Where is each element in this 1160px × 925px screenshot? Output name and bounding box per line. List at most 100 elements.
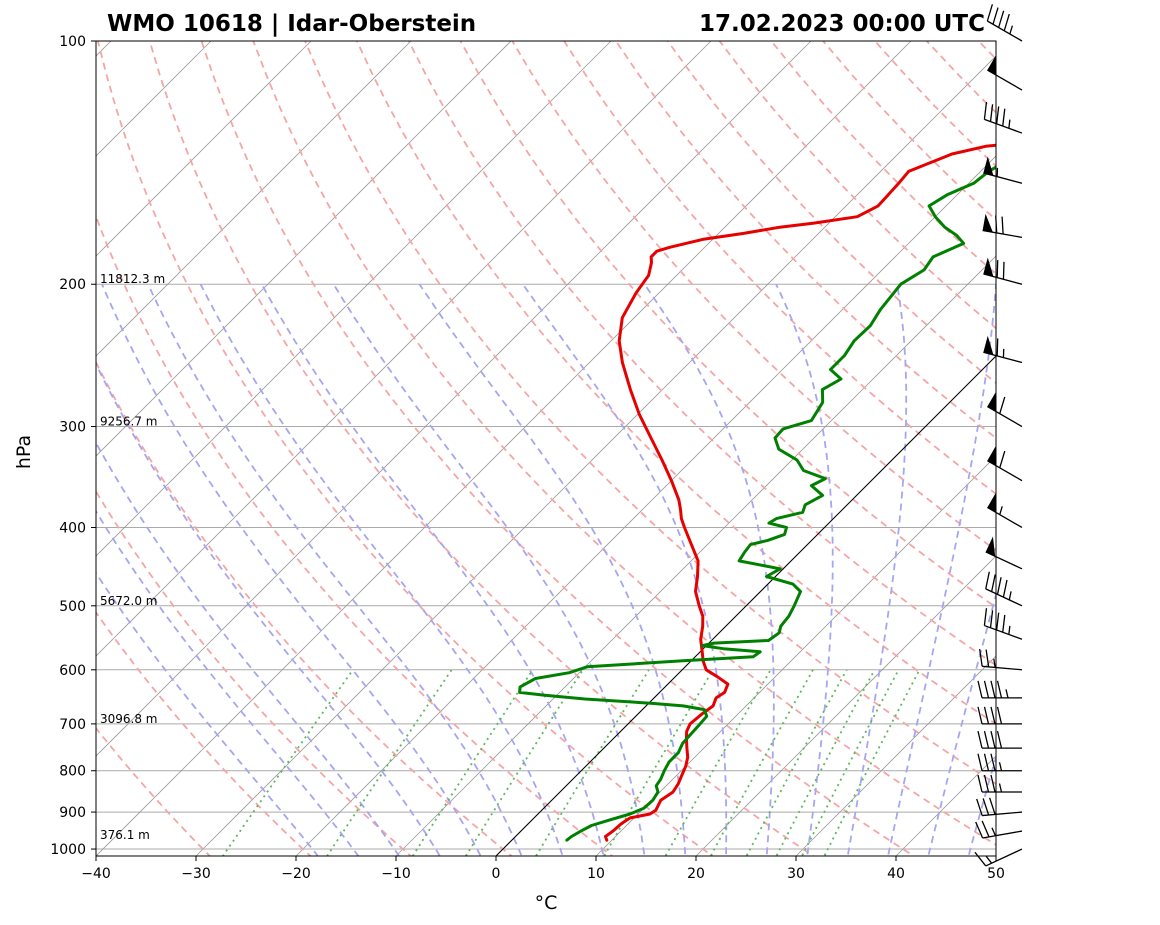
wind-barb-feather xyxy=(989,797,996,815)
wind-barb-feather xyxy=(977,730,983,749)
wind-barb xyxy=(987,391,1023,428)
wind-barb xyxy=(977,680,1022,699)
dry-adiabat-line xyxy=(96,214,614,856)
moist-adiabat-line xyxy=(96,362,441,856)
height-label: 5672.0 m xyxy=(100,594,158,608)
wind-barb-feather xyxy=(983,730,990,749)
zero-isotherm-line xyxy=(495,355,996,856)
wind-barb-feather xyxy=(1001,216,1004,235)
wind-barb-pennant xyxy=(983,257,994,277)
x-tick-label: 30 xyxy=(787,866,805,882)
wind-barb-half-feather xyxy=(1008,625,1011,635)
moist-adiabat-line xyxy=(260,283,605,856)
y-tick-label: 1000 xyxy=(50,842,86,858)
wind-barb-staff xyxy=(987,405,1023,428)
isotherm-line xyxy=(795,655,996,856)
wind-barb-half-feather xyxy=(1008,119,1011,129)
wind-barb-feather xyxy=(996,260,999,278)
wind-barb xyxy=(977,730,1022,749)
wind-barb-feather xyxy=(977,706,983,725)
x-tick-label: −10 xyxy=(381,866,411,882)
wind-barb xyxy=(987,492,1023,529)
isotherm-line xyxy=(96,41,712,657)
x-tick-label: −40 xyxy=(81,866,111,882)
wind-barb xyxy=(975,820,1023,839)
chart-title-left: WMO 10618 | Idar-Oberstein xyxy=(107,11,476,37)
wind-barb-feather xyxy=(990,680,996,699)
wind-barb-staff xyxy=(982,665,1023,671)
dewpoint-profile-line xyxy=(518,165,996,842)
wind-barb-half-feather xyxy=(998,783,1003,793)
mixing-ratio-line xyxy=(411,669,534,856)
wind-barb-half-feather xyxy=(1009,25,1014,35)
x-axis-label: °C xyxy=(535,892,558,914)
mixing-ratio-line xyxy=(464,669,584,856)
moist-adiabat-line xyxy=(775,283,834,856)
isotherm-line xyxy=(96,41,312,257)
isotherm-line xyxy=(96,41,612,557)
wind-barb-staff xyxy=(982,811,1023,817)
wind-barb-feather xyxy=(989,610,994,628)
wind-barb-pennant xyxy=(987,445,997,466)
wind-barb xyxy=(983,101,1023,134)
wind-barb-pennant xyxy=(987,492,997,513)
wind-barb-feather xyxy=(981,820,990,838)
wind-barb-staff xyxy=(984,624,1023,640)
wind-barb-half-feather xyxy=(993,658,996,668)
x-tick-label: 20 xyxy=(687,866,705,882)
dry-adiabat-line xyxy=(200,41,916,856)
y-tick-label: 200 xyxy=(59,277,86,293)
wind-barb-feather xyxy=(996,730,1003,749)
isotherm-line xyxy=(96,41,412,357)
wind-barb-feather xyxy=(977,753,983,771)
isotherm-line xyxy=(96,41,512,457)
x-axis-ticks: −40 −30 −20 −10 0 10 20 30 40 50 xyxy=(81,856,1005,882)
moist-adiabat-line xyxy=(927,591,996,856)
wind-barb-pennant xyxy=(985,536,996,557)
wind-barb-feather xyxy=(995,106,1000,124)
wind-barb xyxy=(977,706,1022,725)
wind-barb xyxy=(974,848,1023,867)
dry-adiabat-line xyxy=(304,41,996,786)
mixing-ratio-line xyxy=(326,669,453,856)
x-tick-label: −30 xyxy=(181,866,211,882)
wind-barb-feather xyxy=(974,851,987,867)
mixing-ratio-line xyxy=(800,669,900,856)
dry-adiabat-line xyxy=(148,41,815,856)
moist-adiabat-line xyxy=(96,441,401,856)
height-label: 11812.3 m xyxy=(100,272,165,286)
y-axis-ticks: 1000 900 800 700 600 500 400 300 200 100 xyxy=(50,34,96,858)
isotherm-line xyxy=(295,155,996,856)
wind-barb-feather xyxy=(986,4,994,22)
moist-adiabat-line xyxy=(101,283,482,856)
wind-barb xyxy=(987,55,1023,91)
x-tick-label: −20 xyxy=(281,866,311,882)
wind-barb-feather xyxy=(985,649,990,667)
wind-barb-staff xyxy=(987,69,1023,91)
temperature-profile-line xyxy=(604,143,996,842)
wind-barb-staff xyxy=(987,506,1023,529)
moist-adiabat-line xyxy=(418,283,687,856)
wind-barb xyxy=(983,257,1023,285)
mixing-ratio-line xyxy=(709,669,814,856)
wind-barb-staff xyxy=(987,20,1023,42)
wind-barb-half-feather xyxy=(1005,689,1009,699)
wind-barb-feather xyxy=(995,612,1000,631)
wind-barb-half-feather xyxy=(985,855,993,864)
sounding-profiles xyxy=(518,143,996,842)
mixing-ratio-line xyxy=(534,669,650,856)
moist-adiabat-line xyxy=(643,283,775,856)
wind-barb-feather xyxy=(983,680,990,699)
wind-barb-feather xyxy=(977,774,983,793)
y-tick-label: 300 xyxy=(59,420,86,436)
wind-barb-feather xyxy=(989,104,994,122)
isotherm-line xyxy=(395,255,996,856)
wind-barb-half-feather xyxy=(991,827,997,836)
wind-barb-staff xyxy=(984,118,1023,134)
plot-frame xyxy=(95,40,997,857)
wind-barb-feather xyxy=(983,608,988,626)
wind-barb xyxy=(976,797,1023,817)
wind-barb-feather xyxy=(1002,579,1008,598)
wind-barb-pennant xyxy=(982,213,993,233)
